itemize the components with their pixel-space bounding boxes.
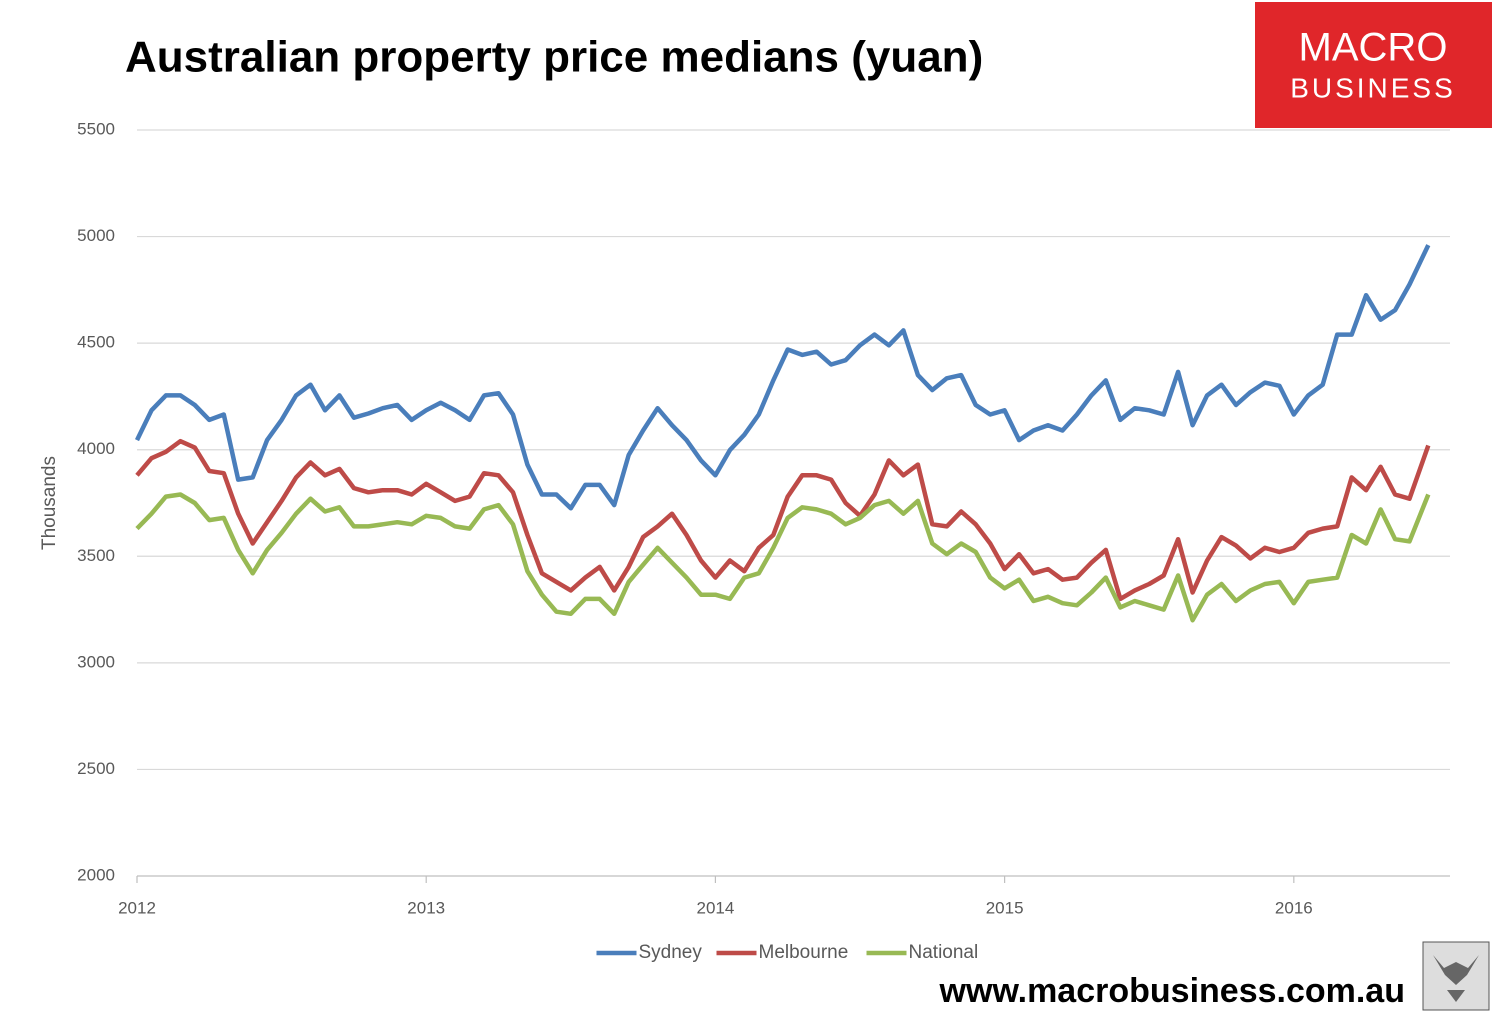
- chart-title: Australian property price medians (yuan): [125, 33, 983, 82]
- series-line: [134, 244, 1431, 511]
- logo-text: BUSINESS: [1290, 72, 1456, 103]
- y-tick-label: 4500: [77, 333, 115, 352]
- y-tick-label: 4000: [77, 439, 115, 458]
- y-tick-label: 2500: [77, 759, 115, 778]
- series-line: [135, 492, 1431, 623]
- x-tick-label: 2014: [697, 898, 735, 917]
- x-tick-label: 2015: [986, 898, 1024, 917]
- y-tick-label: 5000: [77, 226, 115, 245]
- y-tick-label: 5500: [77, 119, 115, 138]
- y-axis-label: Thousands: [39, 456, 60, 550]
- footer: www.macrobusiness.com.au: [939, 972, 1405, 1010]
- legend-label: Melbourne: [759, 942, 849, 963]
- y-tick-label: 3500: [77, 546, 115, 565]
- y-tick-label: 3000: [77, 652, 115, 671]
- legend-label: National: [909, 942, 979, 963]
- x-tick-label: 2016: [1275, 898, 1313, 917]
- legend-label: Sydney: [639, 942, 703, 963]
- x-tick-label: 2013: [407, 898, 445, 917]
- series-line: [135, 438, 1431, 602]
- logo-text: MACRO: [1299, 26, 1448, 70]
- x-tick-label: 2012: [118, 898, 156, 917]
- y-tick-label: 2000: [77, 865, 115, 884]
- logo-box: [1255, 2, 1492, 128]
- wolf-icon-shape: [1433, 955, 1479, 1002]
